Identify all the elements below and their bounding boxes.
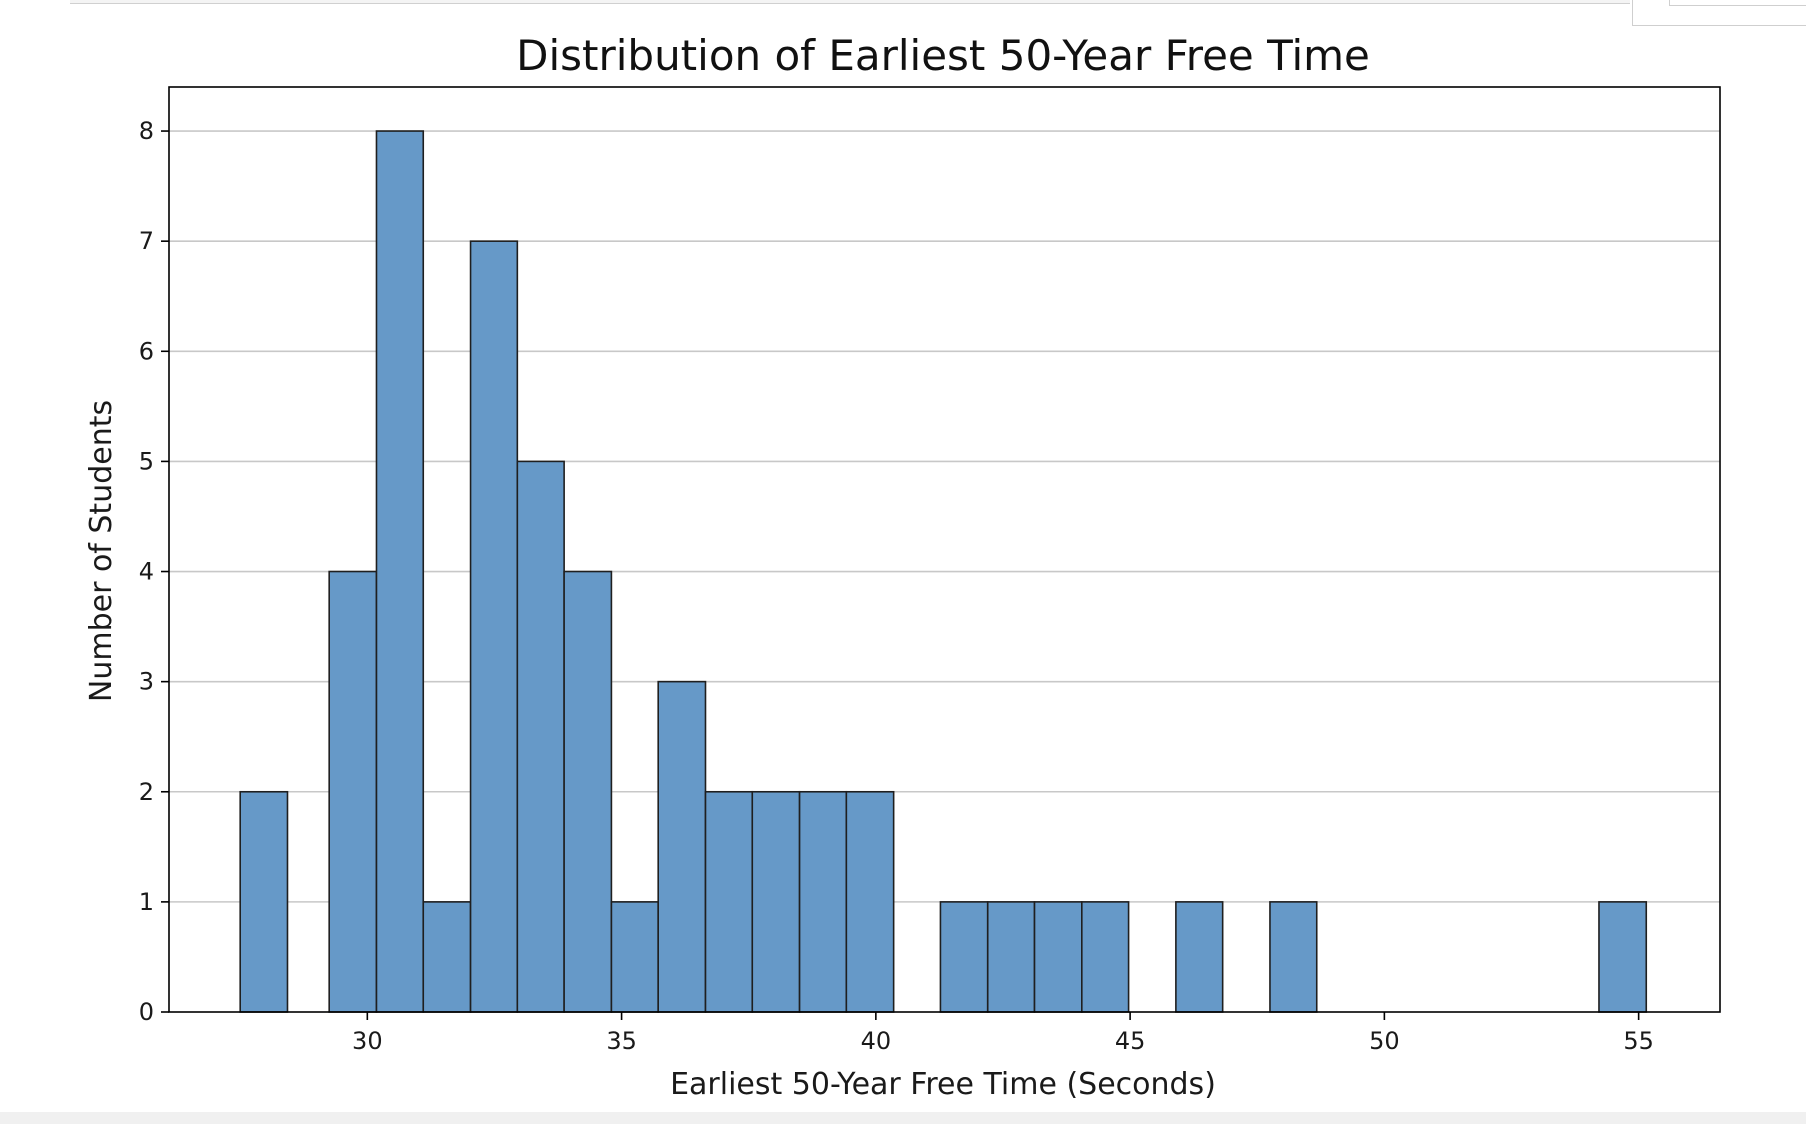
histogram-bar <box>939 901 989 1013</box>
bottom-scroll-strip <box>0 1112 1806 1124</box>
histogram-bar <box>1175 901 1224 1013</box>
histogram-bar <box>610 901 660 1013</box>
histogram-bar <box>1033 901 1083 1013</box>
corner-widget-inner <box>1669 0 1806 6</box>
x-tick-label: 55 <box>1623 1027 1654 1055</box>
y-tick-label: 2 <box>139 778 154 806</box>
y-axis-ticks: 0 1 2 3 4 5 6 7 8 <box>139 117 169 1026</box>
y-tick-label: 7 <box>139 227 154 255</box>
corner-widget-fragment <box>1632 0 1806 26</box>
histogram-bar <box>1081 901 1130 1013</box>
y-tick-label: 3 <box>139 668 154 696</box>
histogram-bar <box>563 570 613 1013</box>
histogram-bar <box>328 570 378 1013</box>
histogram-bar <box>657 680 707 1013</box>
histogram-bar <box>239 790 289 1013</box>
histogram-bar <box>845 790 895 1013</box>
previous-cell-edge <box>70 0 1630 4</box>
histogram-bars <box>239 130 1648 1013</box>
y-tick-label: 0 <box>139 998 154 1026</box>
histogram-bar <box>1269 901 1318 1013</box>
x-tick-label: 45 <box>1115 1027 1146 1055</box>
y-tick-label: 8 <box>139 117 154 145</box>
histogram-bar <box>469 240 519 1013</box>
x-tick-label: 30 <box>352 1027 383 1055</box>
histogram-bar <box>798 790 848 1013</box>
histogram-bar <box>375 130 425 1013</box>
histogram-bar <box>1598 901 1648 1013</box>
histogram-bar <box>704 790 754 1013</box>
histogram-bar <box>986 901 1036 1013</box>
chart-title: Distribution of Earliest 50-Year Free Ti… <box>516 31 1370 80</box>
histogram-bar <box>516 460 565 1013</box>
y-tick-label: 1 <box>139 888 154 916</box>
plot-frame <box>168 86 1721 1013</box>
x-tick-label: 50 <box>1369 1027 1400 1055</box>
x-tick-label: 35 <box>606 1027 637 1055</box>
histogram-bar <box>422 901 472 1013</box>
y-tick-label: 4 <box>139 558 154 586</box>
x-axis-title: Earliest 50-Year Free Time (Seconds) <box>670 1067 1216 1102</box>
y-axis-title: Number of Students <box>84 400 119 702</box>
y-tick-label: 6 <box>139 337 154 365</box>
x-tick-label: 40 <box>861 1027 892 1055</box>
histogram-bar <box>751 790 801 1013</box>
y-tick-label: 5 <box>139 447 154 475</box>
x-axis-ticks: 30 35 40 45 50 55 <box>352 1012 1654 1055</box>
